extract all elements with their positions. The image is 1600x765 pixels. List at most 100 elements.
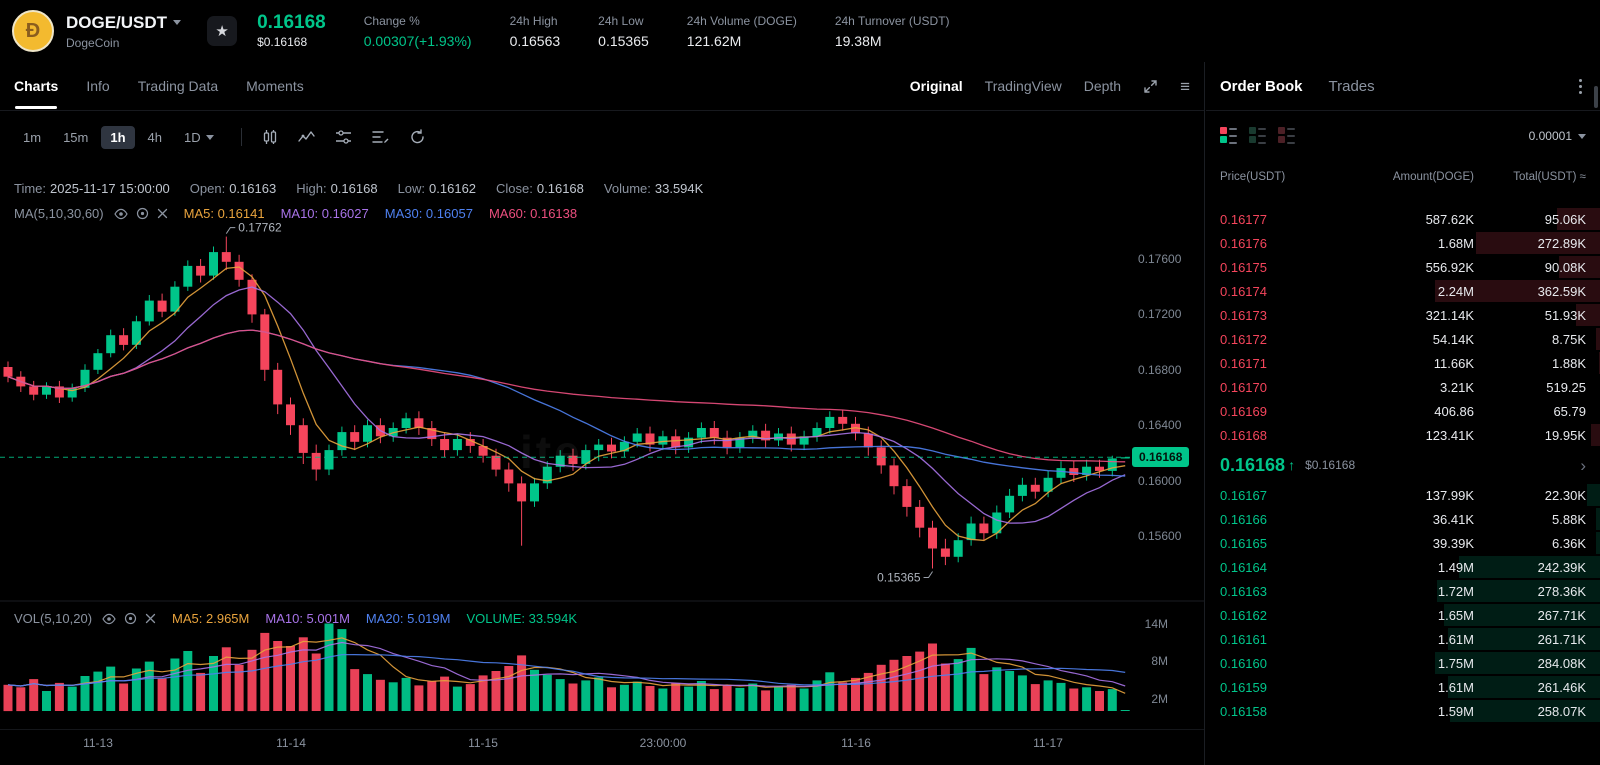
precision-caret-icon xyxy=(1578,133,1586,139)
scrollbar-thumb[interactable] xyxy=(1594,86,1598,108)
eye-icon[interactable] xyxy=(102,613,116,625)
order-amount: 587.62K xyxy=(1425,211,1474,227)
depth-bar xyxy=(1576,304,1600,326)
ask-row[interactable]: 0.16173 321.14K 51.93K xyxy=(1206,303,1600,327)
time-axis-label: 11-13 xyxy=(83,736,113,750)
ma-value: MA30: 0.16057 xyxy=(384,206,473,221)
depth-bar xyxy=(1447,676,1600,698)
compare-refresh-icon[interactable] xyxy=(409,129,426,145)
tab-order-book[interactable]: Order Book xyxy=(1220,77,1303,95)
orderbook-mode-bids-icon[interactable] xyxy=(1249,126,1266,146)
time-axis-label: 23:00:00 xyxy=(639,736,687,750)
vol-ma-value: MA10: 5.001M xyxy=(265,611,350,626)
last-trade-price-row[interactable]: 0.16168 ↑ $0.16168 › xyxy=(1206,447,1600,483)
chart-menu-icon[interactable]: ≡ xyxy=(1180,76,1190,96)
view-tab-depth[interactable]: Depth xyxy=(1083,78,1122,94)
tab-trading-data[interactable]: Trading Data xyxy=(137,78,219,94)
timeframe-15m[interactable]: 15m xyxy=(54,126,97,149)
depth-bar xyxy=(1587,484,1600,506)
tab-trades[interactable]: Trades xyxy=(1328,77,1375,95)
timeframe-label: 1m xyxy=(23,129,42,145)
stat-24h-low: 24h Low 0.15365 xyxy=(598,14,649,49)
order-total: 519.25 xyxy=(1546,379,1586,395)
depth-bar xyxy=(1559,256,1600,278)
close-indicator-icon[interactable] xyxy=(157,208,168,219)
stat-value: 0.15365 xyxy=(598,32,649,49)
pair-dropdown-caret-icon[interactable] xyxy=(173,20,182,25)
stat-label: 24h Turnover (USDT) xyxy=(834,13,950,28)
ask-row[interactable]: 0.16169 406.86 65.79 xyxy=(1206,399,1600,423)
favorite-star-button[interactable]: ★ xyxy=(207,16,238,46)
order-price: 0.16176 xyxy=(1220,235,1267,251)
pair-block[interactable]: DOGE/USDT DogeCoin xyxy=(66,12,182,50)
vol-indicator-label: VOL(5,10,20) xyxy=(14,611,93,626)
timeframe-1h[interactable]: 1h xyxy=(101,125,135,149)
depth-bar xyxy=(1437,580,1600,602)
bid-list: 0.16167 137.99K 22.30K 0.16166 36.41K 5.88K 0.… xyxy=(1206,483,1600,723)
candlestick-chart[interactable]: ite 0.17762 0.15365 Time: 2025-11-17 15:00… xyxy=(0,163,1205,729)
settings-sliders-icon[interactable] xyxy=(335,129,352,145)
order-price: 0.16169 xyxy=(1220,403,1267,419)
price-axis-label: 0.15600 xyxy=(1138,529,1182,543)
view-tab-original[interactable]: Original xyxy=(909,78,963,94)
bid-row[interactable]: 0.16164 1.49M 242.39K xyxy=(1206,555,1600,579)
order-price: 0.16168 xyxy=(1220,427,1267,443)
ask-row[interactable]: 0.16170 3.21K 519.25 xyxy=(1206,375,1600,399)
orderbook-mode-asks-icon[interactable] xyxy=(1278,126,1295,146)
precision-dropdown[interactable]: 0.00001 xyxy=(1529,129,1586,143)
view-tab-tradingview[interactable]: TradingView xyxy=(984,78,1062,94)
indicator-settings-icon[interactable] xyxy=(136,207,149,220)
bid-row[interactable]: 0.16166 36.41K 5.88K xyxy=(1206,507,1600,531)
price-axis-label: 0.16000 xyxy=(1138,474,1182,488)
ask-row[interactable]: 0.16176 1.68M 272.89K xyxy=(1206,231,1600,255)
ask-row[interactable]: 0.16168 123.41K 19.95K xyxy=(1206,423,1600,447)
ask-row[interactable]: 0.16175 556.92K 90.08K xyxy=(1206,255,1600,279)
column-amount: Amount(DOGE) xyxy=(1392,171,1474,183)
ask-row[interactable]: 0.16174 2.24M 362.59K xyxy=(1206,279,1600,303)
ma-value: MA5: 0.16141 xyxy=(183,206,265,221)
indicator-line-icon[interactable] xyxy=(297,129,315,145)
depth-bar xyxy=(1596,508,1600,530)
tab-info[interactable]: Info xyxy=(86,78,110,94)
bid-row[interactable]: 0.16162 1.65M 267.71K xyxy=(1206,603,1600,627)
pair-name[interactable]: DOGE/USDT xyxy=(66,12,168,32)
bid-row[interactable]: 0.16165 39.39K 6.36K xyxy=(1206,531,1600,555)
fullscreen-expand-icon[interactable] xyxy=(1143,79,1158,94)
ask-row[interactable]: 0.16172 54.14K 8.75K xyxy=(1206,327,1600,351)
indicator-settings-icon[interactable] xyxy=(124,612,137,625)
order-total: 19.95K xyxy=(1544,427,1586,443)
timeframe-label: 4h xyxy=(147,129,162,145)
order-price: 0.16164 xyxy=(1220,559,1267,575)
bid-row[interactable]: 0.16161 1.61M 261.71K xyxy=(1206,627,1600,651)
precision-value: 0.00001 xyxy=(1528,129,1572,143)
vol-ma-value: VOLUME: 33.594K xyxy=(466,611,578,626)
bid-row[interactable]: 0.16160 1.75M 284.08K xyxy=(1206,651,1600,675)
timeframe-1d[interactable]: 1D xyxy=(175,126,223,149)
timeframe-1m[interactable]: 1m xyxy=(14,126,50,149)
bid-row[interactable]: 0.16159 1.61M 261.46K xyxy=(1206,675,1600,699)
orderbook-mode-both-icon[interactable] xyxy=(1220,126,1237,146)
order-amount: 406.86 xyxy=(1434,403,1474,419)
chart-view-group: Original TradingView Depth ≡ xyxy=(910,78,1190,95)
timeframe-4h[interactable]: 4h xyxy=(139,126,171,149)
depth-bar xyxy=(1434,652,1600,674)
bid-row[interactable]: 0.16167 137.99K 22.30K xyxy=(1206,483,1600,507)
edit-indicators-icon[interactable] xyxy=(371,129,389,145)
order-book-more-icon[interactable] xyxy=(1575,75,1586,98)
depth-bar xyxy=(1447,628,1600,650)
order-amount: 1.59M xyxy=(1437,703,1474,719)
orderbook-last-price-usd: $0.16168 xyxy=(1305,458,1356,472)
order-total: 258.07K xyxy=(1537,703,1586,719)
bid-row[interactable]: 0.16163 1.72M 278.36K xyxy=(1206,579,1600,603)
ask-row[interactable]: 0.16177 587.62K 95.06K xyxy=(1206,207,1600,231)
eye-icon[interactable] xyxy=(113,208,128,220)
order-price: 0.16162 xyxy=(1220,607,1267,623)
tab-moments[interactable]: Moments xyxy=(246,78,304,94)
last-price-usd: $0.16168 xyxy=(257,35,308,50)
bid-row[interactable]: 0.16158 1.59M 258.07K xyxy=(1206,699,1600,723)
candle-style-icon[interactable] xyxy=(262,129,278,145)
ask-row[interactable]: 0.16171 11.66K 1.88K xyxy=(1206,351,1600,375)
depth-bar xyxy=(1434,280,1600,302)
tab-charts[interactable]: Charts xyxy=(14,78,59,109)
close-indicator-icon[interactable] xyxy=(145,613,156,624)
